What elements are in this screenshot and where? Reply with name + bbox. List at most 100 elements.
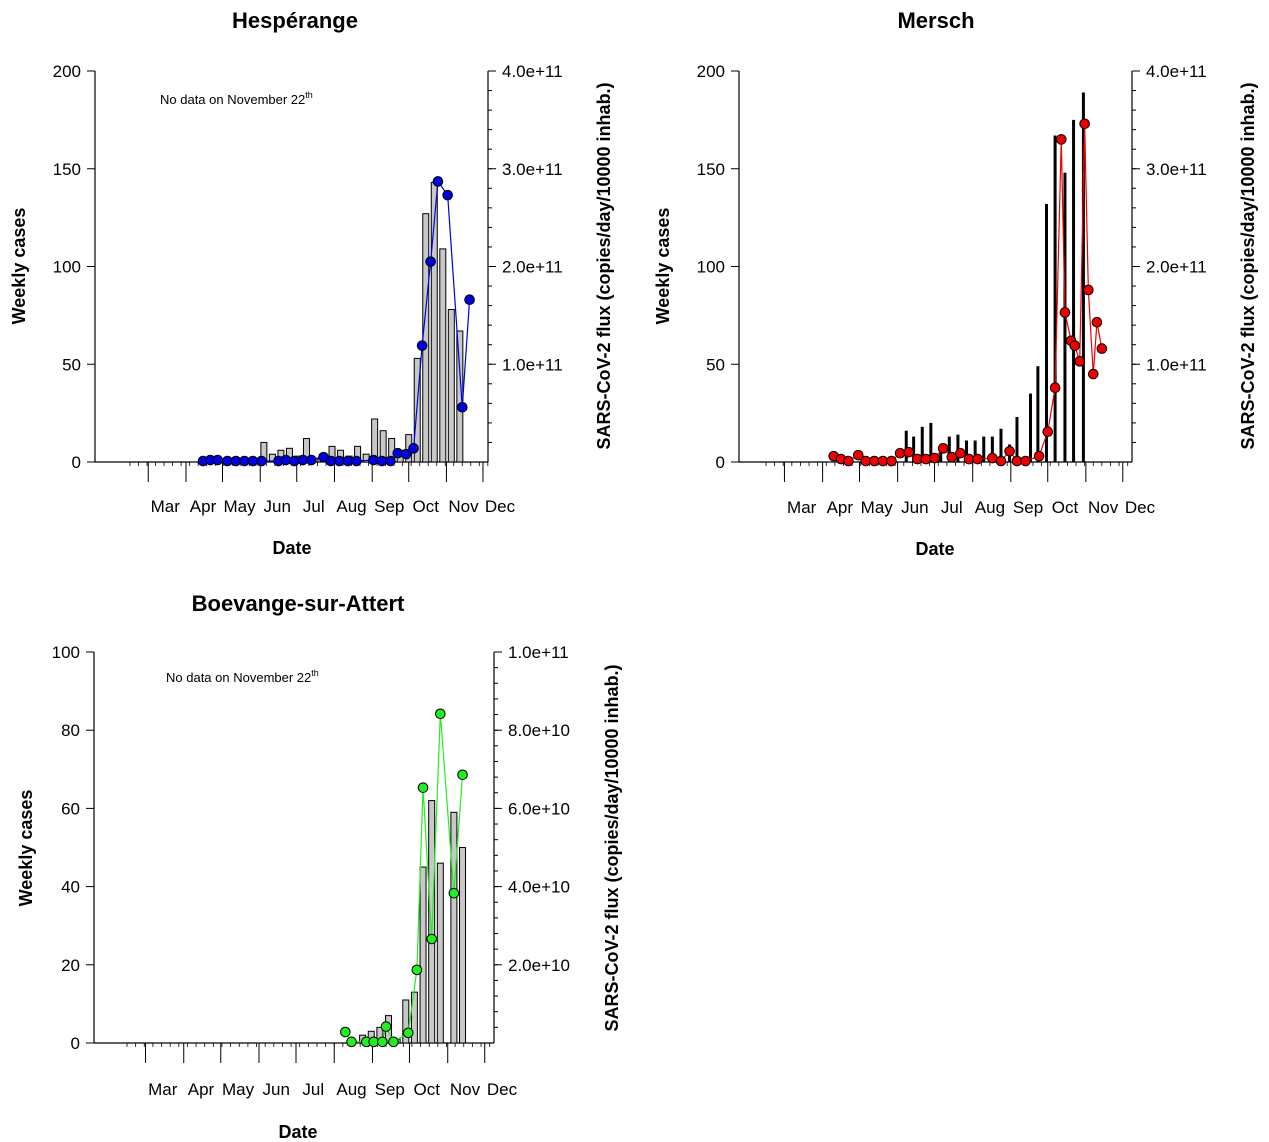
- panel-boevange-sur-attert: Boevange-sur-Attert 0 20 40 60 80 100 2.0e+10 4…: [16, 591, 622, 1142]
- y-tick-label: 0: [716, 453, 725, 472]
- y-tick-label: 40: [61, 878, 80, 897]
- x-tick-label: Aug: [336, 497, 366, 516]
- y-tick-label: 50: [706, 355, 725, 374]
- flux-point: [955, 447, 966, 459]
- bar: [1036, 366, 1040, 462]
- x-tick-label: Mar: [787, 498, 817, 517]
- x-tick-label: May: [861, 498, 894, 517]
- bar: [929, 422, 933, 462]
- x-tick-label: Nov: [1088, 498, 1119, 517]
- flux-point: [408, 443, 419, 454]
- bar: [982, 436, 986, 462]
- x-tick-label: Sep: [1013, 498, 1043, 517]
- flux-point: [346, 1036, 357, 1048]
- flux-point: [1069, 340, 1081, 351]
- bar: [436, 862, 444, 1044]
- x-tick-label: Sep: [375, 1080, 405, 1099]
- panel-hesperange: Hespérange 0 50 100 150 200 1.0e+11 2.0e+11 3.0…: [9, 8, 614, 558]
- y2-tick-label: 4.0e+10: [508, 878, 570, 897]
- y2-tick-label: 2.0e+11: [1146, 258, 1207, 277]
- flux-point: [852, 449, 864, 461]
- y2-tick-label: 2.0e+10: [508, 956, 570, 975]
- flux-point: [448, 887, 460, 899]
- y2-tick-label: 1.0e+11: [508, 643, 569, 662]
- bar: [939, 448, 943, 462]
- x-axis-label: Date: [272, 538, 311, 558]
- y2-tick-label: 2.0e+11: [502, 258, 563, 277]
- y-tick-label: 200: [697, 62, 725, 81]
- flux-point: [1079, 118, 1090, 130]
- x-tick-label: May: [223, 497, 256, 516]
- flux-point: [886, 455, 897, 467]
- y2-axis-label: SARS-CoV-2 flux (copies/day/10000 inhab.…: [594, 82, 614, 449]
- flux-point: [416, 340, 428, 351]
- y2-tick-label: 4.0e+11: [1146, 62, 1207, 81]
- flux-point: [972, 453, 983, 465]
- plot-area: 0 50 100 150 200 1.0e+11 2.0e+11 3.0e+11 4.0e+11…: [697, 62, 1207, 517]
- y2-tick-label: 3.0e+11: [502, 160, 563, 179]
- x-tick-label: Dec: [1125, 498, 1156, 517]
- plot-area: 0 50 100 150 200 1.0e+11 2.0e+11 3.0e+11 4.0e+11…: [53, 62, 563, 516]
- y-axis-label: Weekly cases: [9, 208, 29, 325]
- x-tick-label: May: [222, 1080, 255, 1099]
- flux-point: [1020, 455, 1031, 467]
- flux-point: [442, 189, 453, 201]
- x-tick-label: Sep: [374, 497, 404, 516]
- y-tick-label: 100: [697, 258, 725, 277]
- flux-series-line: [344, 713, 464, 1043]
- flux-point: [464, 294, 475, 306]
- x-axis-label: Date: [915, 539, 954, 559]
- bar: [999, 428, 1003, 462]
- x-tick-label: Oct: [414, 1080, 441, 1099]
- flux-point: [1049, 382, 1061, 394]
- flux-point: [995, 455, 1007, 467]
- flux-series-line: [202, 179, 471, 462]
- bar: [904, 430, 908, 462]
- x-tick-label: Mar: [148, 1080, 178, 1099]
- x-tick-label: Aug: [336, 1080, 366, 1099]
- flux-point: [937, 443, 949, 454]
- y-tick-label: 80: [61, 721, 80, 740]
- flux-point: [456, 401, 468, 413]
- flux-point: [432, 176, 444, 187]
- bar: [990, 436, 994, 462]
- flux-point: [1059, 307, 1071, 318]
- y2-tick-label: 6.0e+10: [508, 799, 570, 818]
- y-axis-label: Weekly cases: [653, 208, 673, 325]
- bar: [920, 426, 924, 462]
- chart-title: Mersch: [897, 8, 974, 33]
- plot-area: 0 20 40 60 80 100 2.0e+10 4.0e+10 6.0e+10 8.0e+10…: [52, 643, 570, 1099]
- bar: [419, 866, 427, 1044]
- y2-tick-label: 1.0e+11: [502, 355, 563, 374]
- flux-point: [1042, 426, 1054, 437]
- y2-axis-label: SARS-CoV-2 flux (copies/day/10000 inhab.…: [602, 664, 622, 1031]
- x-tick-label: Nov: [450, 1080, 481, 1099]
- bar: [1029, 393, 1033, 462]
- flux-point: [1096, 343, 1108, 354]
- y-axis-label: Weekly cases: [16, 790, 36, 907]
- x-tick-label: Aug: [975, 498, 1005, 517]
- flux-point: [1083, 284, 1094, 296]
- x-tick-label: Dec: [487, 1080, 518, 1099]
- y-tick-label: 0: [72, 453, 81, 472]
- annotation-note: No data on November 22th: [160, 90, 313, 107]
- bar: [402, 999, 410, 1044]
- x-tick-label: Apr: [827, 498, 854, 517]
- bar: [1045, 203, 1048, 462]
- y2-axis-label: SARS-CoV-2 flux (copies/day/10000 inhab.…: [1238, 82, 1258, 449]
- y-tick-label: 20: [61, 956, 80, 975]
- flux-point: [340, 1026, 351, 1038]
- flux-point: [256, 455, 267, 467]
- x-tick-label: Jul: [941, 498, 963, 517]
- chart-title: Hespérange: [232, 8, 358, 33]
- y-tick-label: 150: [53, 160, 81, 179]
- flux-point: [457, 769, 468, 781]
- y-tick-label: 150: [697, 160, 725, 179]
- y2-tick-label: 3.0e+11: [1146, 160, 1207, 179]
- flux-point: [377, 1036, 388, 1048]
- flux-point: [425, 256, 436, 267]
- flux-point: [388, 1036, 399, 1048]
- flux-point: [385, 455, 396, 467]
- bar: [956, 434, 960, 462]
